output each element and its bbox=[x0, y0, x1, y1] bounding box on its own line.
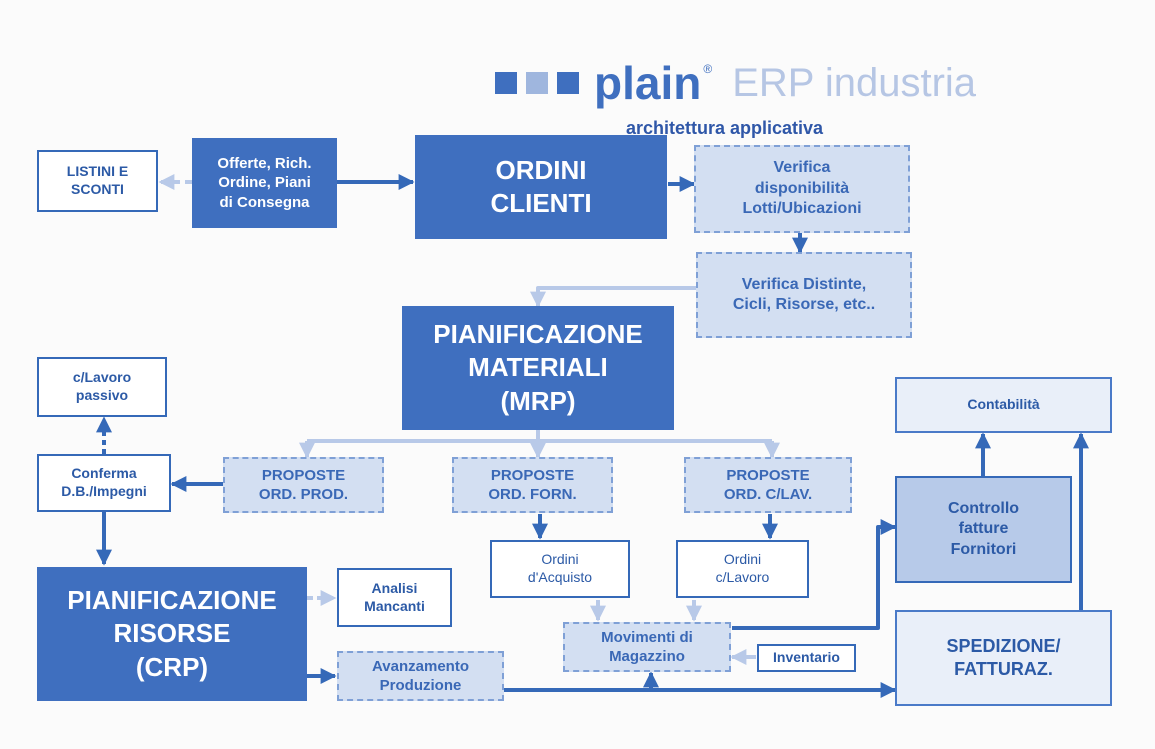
clavoro-passivo-box: c/Lavoro passivo bbox=[37, 357, 167, 417]
listini-sconti-box: LISTINI E SCONTI bbox=[37, 150, 158, 212]
movimenti-box: Movimenti di Magazzino bbox=[563, 622, 731, 672]
ordini-clavoro-box: Ordini c/Lavoro bbox=[676, 540, 809, 598]
diagram-subtitle: architettura applicativa bbox=[626, 118, 824, 138]
plain-logo: plain ® ERP industria bbox=[495, 58, 976, 108]
inventario-box: Inventario bbox=[757, 644, 856, 672]
registered-mark: ® bbox=[703, 62, 713, 76]
ordini-acquisto-box: Ordini d'Acquisto bbox=[490, 540, 630, 598]
offerte-box: Offerte, Rich. Ordine, Piani di Consegna bbox=[192, 138, 337, 228]
crp-box: PIANIFICAZIONE RISORSE (CRP) bbox=[37, 567, 307, 701]
spedizione-box: SPEDIZIONE/ FATTURAZ. bbox=[895, 610, 1112, 706]
arrow-distinte-mrp bbox=[530, 286, 696, 308]
proposte-prod-box: PROPOSTE ORD. PROD. bbox=[223, 457, 384, 513]
proposte-forn-box: PROPOSTE ORD. FORN. bbox=[452, 457, 613, 513]
logo-square-icon bbox=[526, 72, 548, 94]
contabilita-box: Contabilità bbox=[895, 377, 1112, 433]
proposte-clav-box: PROPOSTE ORD. C/LAV. bbox=[684, 457, 852, 513]
ordini-clienti-box: ORDINI CLIENTI bbox=[415, 135, 667, 239]
logo-square-icon bbox=[557, 72, 579, 94]
verifica-distinte-box: Verifica Distinte, Cicli, Risorse, etc.. bbox=[696, 252, 912, 338]
arrow-movimenti-controllo bbox=[732, 519, 897, 630]
logo-square-icon bbox=[495, 72, 517, 94]
mrp-box: PIANIFICAZIONE MATERIALI (MRP) bbox=[402, 306, 674, 430]
product-name: ERP industria bbox=[732, 61, 977, 105]
analisi-mancanti-box: Analisi Mancanti bbox=[337, 568, 452, 627]
verifica-disponibilita-box: Verifica disponibilità Lotti/Ubicazioni bbox=[694, 145, 910, 233]
controllo-fatture-box: Controllo fatture Fornitori bbox=[895, 476, 1072, 583]
brand-name: plain bbox=[594, 57, 702, 109]
avanzamento-box: Avanzamento Produzione bbox=[337, 651, 504, 701]
conferma-box: Conferma D.B./Impegni bbox=[37, 454, 171, 512]
